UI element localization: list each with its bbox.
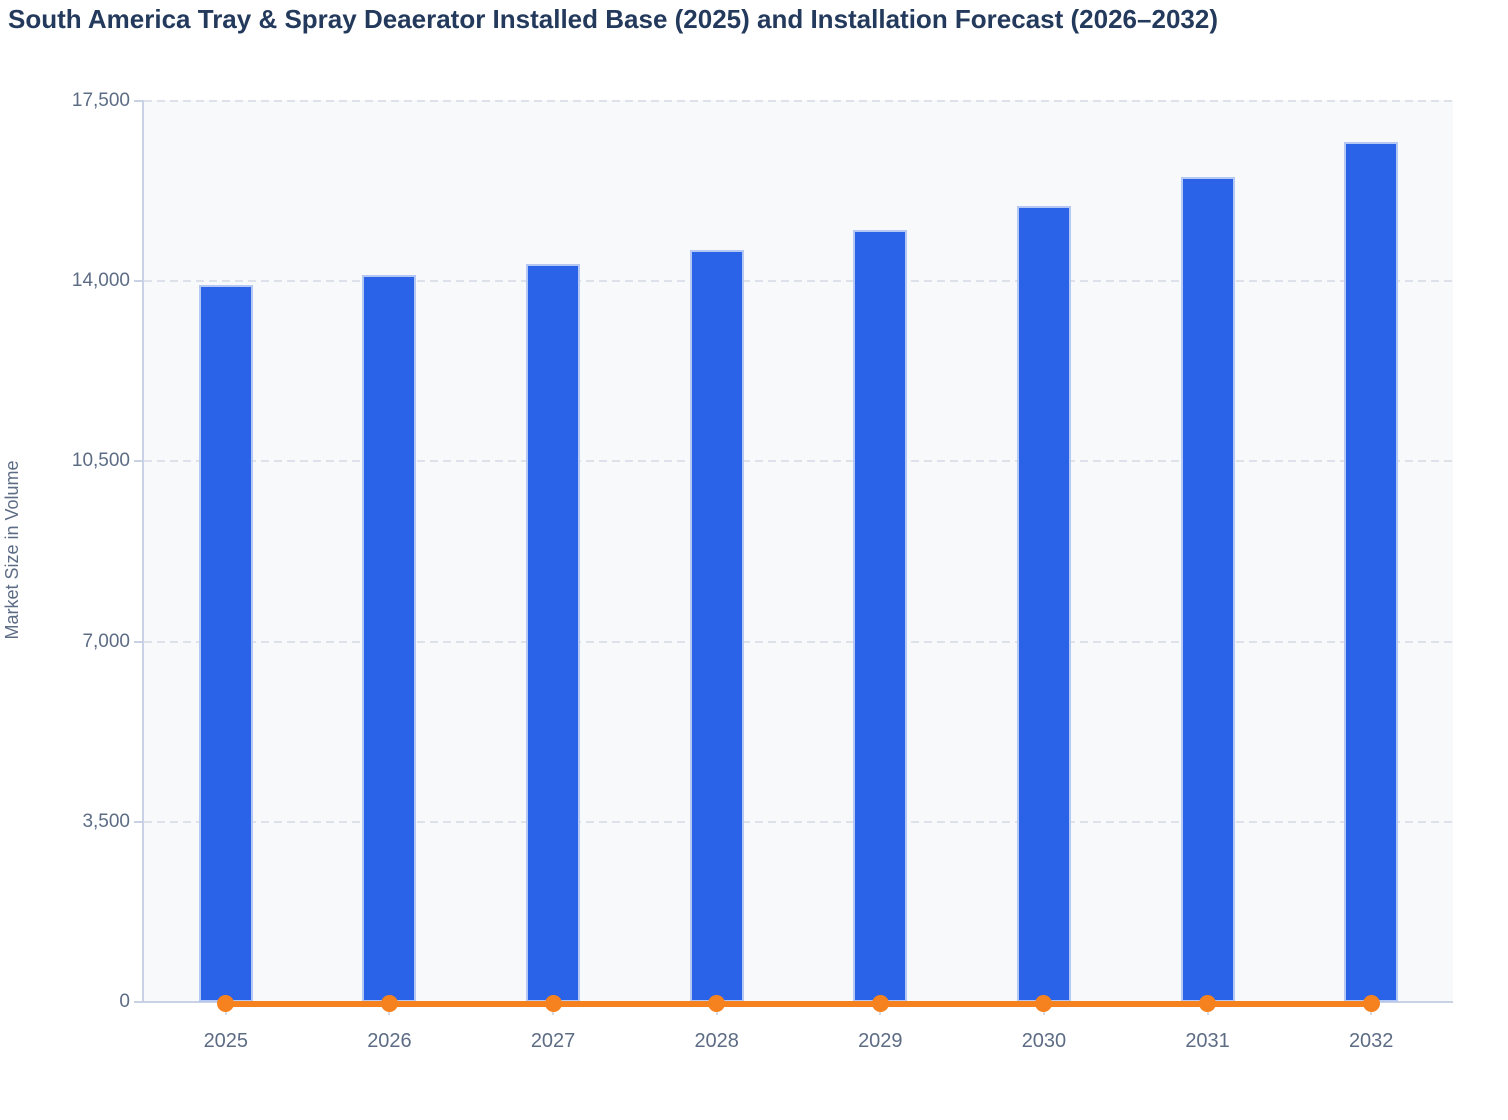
bar-2029[interactable]: [853, 229, 908, 1002]
bar-2026[interactable]: [362, 275, 417, 1002]
y-axis-tick: [134, 640, 143, 643]
y-tick-label: 14,000: [71, 270, 130, 292]
y-axis-tick: [134, 100, 143, 102]
trend-line: [225, 1000, 1372, 1007]
y-tick-label: 0: [119, 991, 130, 1012]
y-gridline: [144, 280, 1453, 283]
y-axis-tick: [134, 460, 143, 463]
y-tick-label: 17,500: [71, 90, 130, 111]
bar-2030[interactable]: [1016, 206, 1071, 1002]
x-tick-label: 2030: [1021, 1030, 1067, 1052]
x-tick-label: 2031: [1185, 1030, 1230, 1052]
y-gridline: [144, 820, 1453, 823]
trend-point-2032[interactable]: [1362, 995, 1380, 1012]
trend-point-2025[interactable]: [217, 995, 235, 1012]
x-tick-label: 2025: [203, 1030, 249, 1052]
bar-2032[interactable]: [1344, 142, 1399, 1002]
y-axis-tick: [134, 1001, 143, 1003]
trend-point-2030[interactable]: [1035, 995, 1053, 1012]
trend-point-2031[interactable]: [1199, 995, 1217, 1012]
bar-2027[interactable]: [526, 263, 581, 1002]
chart-title: South America Tray & Spray Deaerator Ins…: [8, 4, 1218, 34]
x-tick-label: 2032: [1348, 1030, 1394, 1052]
x-tick-label: 2029: [858, 1030, 903, 1052]
y-axis-tick: [134, 820, 143, 823]
bar-2028[interactable]: [689, 249, 744, 1002]
y-gridline: [144, 100, 1453, 102]
trend-point-2028[interactable]: [708, 995, 726, 1012]
y-tick-label: 10,500: [71, 450, 130, 472]
bar-2031[interactable]: [1180, 176, 1235, 1002]
y-gridline: [144, 460, 1453, 463]
trend-point-2026[interactable]: [380, 995, 398, 1012]
plot-area: [144, 100, 1453, 1002]
y-axis-title: Market Size in Volume: [2, 460, 22, 640]
x-tick-label: 2027: [530, 1030, 576, 1052]
y-axis-tick: [134, 280, 143, 283]
y-tick-label: 3,500: [82, 810, 130, 832]
bar-2025[interactable]: [198, 284, 253, 1002]
x-tick-label: 2026: [367, 1030, 412, 1052]
y-tick-label: 7,000: [82, 630, 130, 652]
y-axis-line: [142, 100, 144, 1003]
y-gridline: [144, 640, 1453, 643]
trend-point-2029[interactable]: [871, 995, 889, 1012]
trend-point-2027[interactable]: [544, 995, 562, 1012]
x-tick-label: 2028: [694, 1030, 739, 1052]
